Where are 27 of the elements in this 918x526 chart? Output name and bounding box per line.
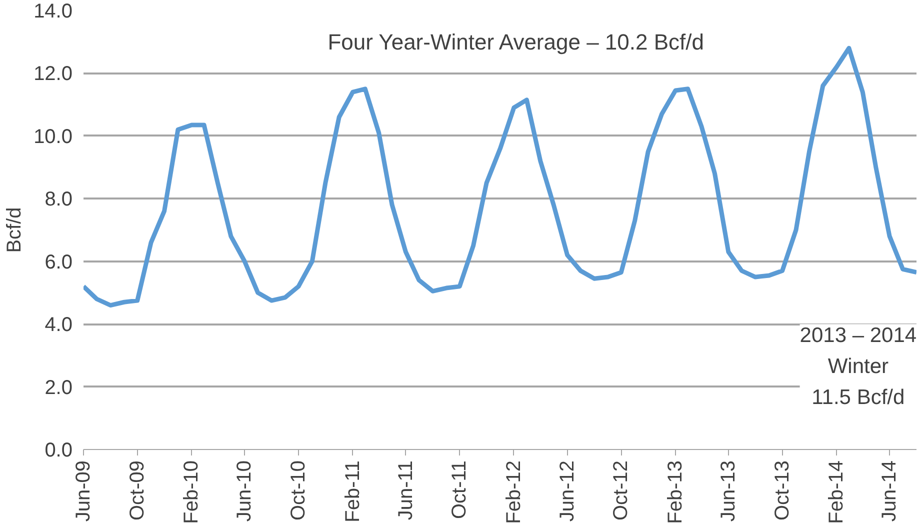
y-tick-label: 12.0 bbox=[34, 63, 73, 86]
x-tick-label: Jun-09 bbox=[72, 460, 94, 522]
x-tick-label: Feb-10 bbox=[180, 460, 203, 524]
x-tick-label: Jun-12 bbox=[556, 460, 578, 522]
x-tick-label: Feb-13 bbox=[664, 460, 686, 524]
y-tick-label: 4.0 bbox=[44, 314, 73, 336]
x-tick-label: Feb-14 bbox=[826, 460, 848, 524]
y-tick-label: 14.0 bbox=[34, 0, 73, 22]
x-tick-label: Oct-12 bbox=[610, 460, 632, 521]
x-tick-label: Oct-13 bbox=[771, 460, 794, 521]
y-tick-label: 0.0 bbox=[44, 440, 73, 462]
x-tick-label: Oct-11 bbox=[448, 460, 471, 520]
annotation: 2013 – 2014 Winter 11.5 Bcf/d bbox=[800, 324, 917, 410]
x-tick-label: Jun-14 bbox=[878, 460, 901, 522]
y-tick-label: 6.0 bbox=[44, 251, 73, 274]
y-tick-label: 8.0 bbox=[44, 188, 73, 211]
y-tick-label: 2.0 bbox=[44, 376, 73, 399]
x-tick-label: Jun-10 bbox=[234, 460, 256, 522]
x-tick-label: Jun-11 bbox=[394, 460, 417, 520]
annotation: Four Year-Winter Average – 10.2 Bcf/d bbox=[328, 29, 704, 54]
y-tick-label: 10.0 bbox=[34, 126, 73, 148]
x-tick-label: Oct-09 bbox=[126, 460, 148, 521]
y-axis-title: Bcf/d bbox=[4, 207, 26, 253]
x-tick-label: Jun-13 bbox=[717, 460, 740, 522]
x-tick-label: Feb-12 bbox=[502, 460, 525, 524]
x-tick-label: Oct-10 bbox=[287, 460, 310, 521]
x-tick-label: Feb-11 bbox=[342, 460, 364, 522]
